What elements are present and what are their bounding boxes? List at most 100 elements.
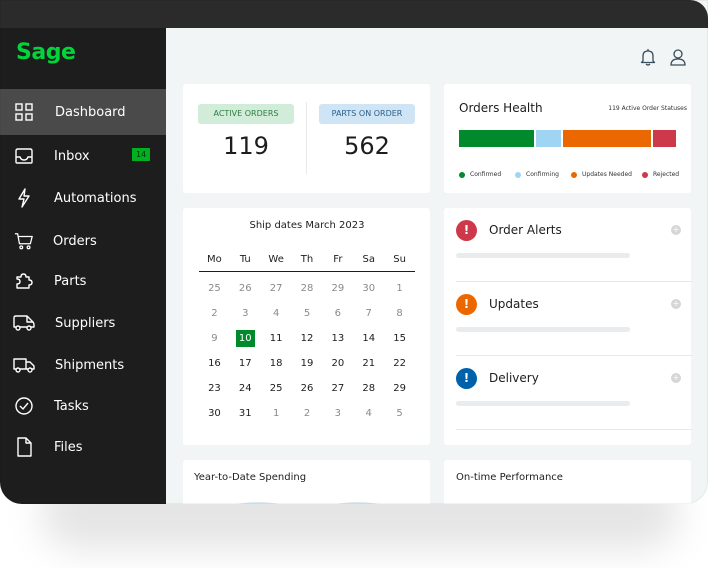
calendar-day[interactable]: 4: [272, 308, 280, 319]
truck-icon: [13, 355, 35, 375]
weekday-label: Su: [393, 254, 406, 265]
calendar-day[interactable]: 21: [362, 358, 376, 369]
sidebar-item-tasks[interactable]: Tasks: [0, 383, 166, 429]
calendar-day[interactable]: 4: [365, 408, 372, 419]
calendar-day[interactable]: 1: [272, 408, 280, 419]
inbox-count-badge: 14: [132, 148, 151, 161]
exclamation-icon: !: [456, 294, 477, 315]
calendar-day[interactable]: 26: [300, 383, 314, 394]
alert-divider: [456, 355, 692, 356]
sidebar-item-parts[interactable]: Parts: [0, 258, 166, 304]
calendar-today[interactable]: 10: [235, 330, 255, 347]
calendar-day[interactable]: 24: [238, 383, 252, 394]
calendar-day[interactable]: 15: [393, 333, 406, 344]
cart-icon: [14, 231, 34, 251]
calendar-day[interactable]: 10: [230, 330, 261, 347]
active-orders-label[interactable]: ACTIVE ORDERS: [198, 104, 294, 124]
calendar-day[interactable]: 26: [238, 283, 252, 294]
window-top-bar: [0, 0, 708, 28]
orders-health-title: Orders Health: [459, 101, 543, 115]
alert-label: Order Alerts: [489, 223, 562, 237]
calendar-day[interactable]: 12: [300, 333, 314, 344]
van-icon: [12, 313, 36, 333]
weekday-label: Tu: [239, 254, 251, 265]
calendar-day[interactable]: 25: [208, 283, 221, 294]
alert-placeholder-line: [456, 327, 630, 332]
calendar-day[interactable]: 17: [238, 358, 252, 369]
sage-logo[interactable]: Sage: [16, 40, 76, 65]
weekday-label: Th: [300, 254, 314, 265]
calendar-day[interactable]: 22: [393, 358, 406, 369]
calendar-day[interactable]: 27: [269, 283, 283, 294]
calendar-week-row: 25 26 27 28 29 30 1: [199, 276, 415, 301]
calendar-day[interactable]: 19: [300, 358, 314, 369]
calendar-day[interactable]: 30: [208, 408, 221, 419]
calendar-day[interactable]: 28: [362, 383, 376, 394]
calendar-day[interactable]: 5: [396, 408, 403, 419]
alert-row-updates[interactable]: ! Updates +: [444, 282, 692, 356]
legend-dot: [571, 171, 577, 178]
sidebar-item-inbox[interactable]: Inbox 14: [0, 133, 166, 179]
alert-row-delivery[interactable]: ! Delivery +: [444, 356, 692, 430]
calendar-day[interactable]: 23: [208, 383, 221, 394]
calendar-day[interactable]: 29: [331, 283, 345, 294]
calendar-day[interactable]: 25: [269, 383, 283, 394]
calendar-day[interactable]: 14: [362, 333, 376, 344]
calendar-day[interactable]: 3: [242, 308, 249, 319]
sidebar-item-shipments[interactable]: Shipments: [0, 342, 166, 388]
calendar-day[interactable]: 7: [365, 308, 372, 319]
calendar-day[interactable]: 6: [334, 308, 342, 319]
grid-icon: [14, 102, 34, 122]
sidebar-item-files[interactable]: Files: [0, 424, 166, 470]
calendar-day[interactable]: 31: [238, 408, 252, 419]
parts-on-order-label[interactable]: PARTS ON ORDER: [319, 104, 415, 124]
calendar-week-row: 9 10 11 12 13 14 15: [199, 326, 415, 351]
ytd-spending-card: Year-to-Date Spending: [183, 460, 430, 504]
parts-on-order-value: 562: [344, 132, 390, 160]
health-segment-updates-needed[interactable]: [563, 130, 651, 147]
alert-row-order-alerts[interactable]: ! Order Alerts +: [444, 208, 692, 282]
sidebar-item-orders[interactable]: Orders: [0, 218, 166, 264]
app-window: Sage Dashboard Inbox 14: [0, 0, 708, 504]
health-segment-rejected[interactable]: [653, 130, 676, 147]
kpi-card: ACTIVE ORDERS 119 PARTS ON ORDER 562: [183, 84, 430, 193]
calendar-day[interactable]: 30: [362, 283, 376, 294]
calendar-day[interactable]: 13: [331, 333, 345, 344]
legend-label: Confirming: [526, 171, 559, 178]
bell-icon[interactable]: [639, 48, 657, 66]
calendar-day[interactable]: 8: [396, 308, 403, 319]
calendar-day[interactable]: 27: [331, 383, 345, 394]
calendar-day[interactable]: 29: [393, 383, 406, 394]
calendar-week-row: 23 24 25 26 27 28 29: [199, 376, 415, 401]
calendar-day[interactable]: 16: [208, 358, 221, 369]
legend-dot: [642, 171, 648, 178]
legend-item: Rejected: [642, 171, 679, 178]
calendar-day[interactable]: 11: [269, 333, 283, 344]
expand-icon[interactable]: +: [671, 373, 681, 383]
user-icon[interactable]: [669, 48, 687, 66]
calendar-week-row: 16 17 18 19 20 21 22: [199, 351, 415, 376]
calendar-title: Ship dates March 2023: [249, 220, 365, 231]
calendar-day[interactable]: 9: [211, 333, 218, 344]
sidebar-item-automations[interactable]: Automations: [0, 175, 166, 221]
health-segment-confirming[interactable]: [536, 130, 561, 147]
sidebar-item-suppliers[interactable]: Suppliers: [0, 300, 166, 346]
calendar-day[interactable]: 18: [269, 358, 283, 369]
sidebar-item-label: Tasks: [54, 398, 89, 414]
calendar-day[interactable]: 20: [331, 358, 345, 369]
calendar-day[interactable]: 3: [334, 408, 342, 419]
calendar-day[interactable]: 28: [300, 283, 314, 294]
expand-icon[interactable]: +: [671, 299, 681, 309]
health-segment-confirmed[interactable]: [459, 130, 534, 147]
calendar-day[interactable]: 5: [303, 308, 311, 319]
sidebar-item-label: Dashboard: [55, 104, 126, 120]
kpi-divider: [306, 102, 307, 174]
calendar-day[interactable]: 1: [396, 283, 403, 294]
calendar-day[interactable]: 2: [211, 308, 218, 319]
expand-icon[interactable]: +: [671, 225, 681, 235]
calendar-day[interactable]: 2: [303, 408, 311, 419]
sidebar-item-dashboard[interactable]: Dashboard: [0, 89, 166, 135]
main-content: ACTIVE ORDERS 119 PARTS ON ORDER 562 Ord…: [166, 28, 708, 504]
on-time-performance-title: On-time Performance: [456, 472, 563, 483]
legend-item: Updates Needed: [571, 171, 632, 178]
